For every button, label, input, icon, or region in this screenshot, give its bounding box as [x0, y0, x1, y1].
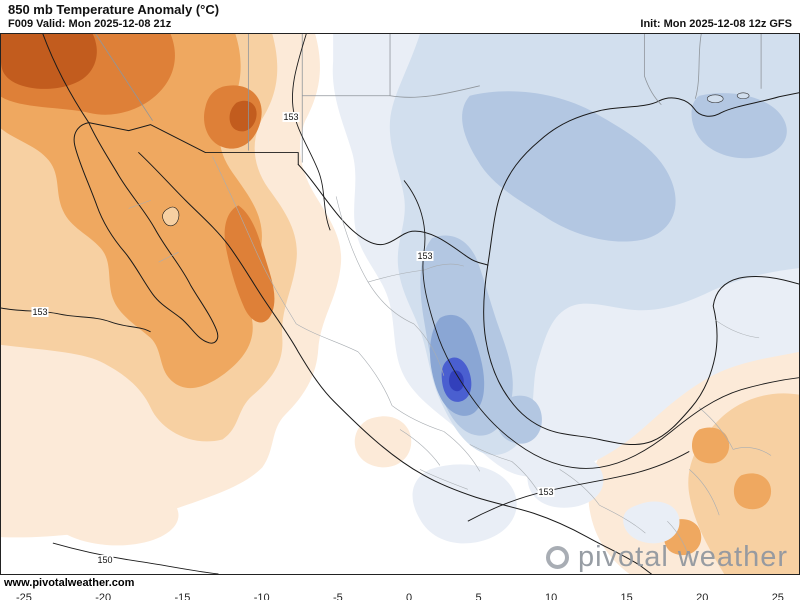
state-border	[715, 319, 760, 339]
warm-streak-sinaloa	[224, 205, 275, 323]
mexico-state-borders	[128, 156, 772, 566]
cool-blob-south-3	[623, 501, 680, 544]
state-border	[694, 34, 702, 99]
credit-url: www.pivotalweather.com	[4, 577, 135, 589]
state-border	[158, 251, 179, 263]
contour-line	[52, 542, 219, 574]
warm-blob-central	[354, 416, 412, 468]
cool-patch-louisiana	[691, 93, 787, 159]
warm-core-patch	[229, 100, 257, 132]
state-border	[733, 447, 772, 456]
colorbar-ticks: -25 -20 -15 -10 -5 0 5 10 15 20 25	[0, 592, 800, 600]
valid-time-label: F009 Valid: Mon 2025-12-08 21z	[8, 18, 172, 30]
lake-pontchartrain	[706, 94, 724, 104]
warm-blob-ocean-2	[40, 475, 179, 546]
watermark-text: pivotal weather	[577, 541, 788, 573]
height-contours	[1, 34, 799, 574]
map-svg	[1, 34, 799, 574]
contour-label: 153	[537, 487, 555, 497]
colorbar-tick: -5	[332, 592, 343, 600]
init-time-label: Init: Mon 2025-12-08 12z GFS	[640, 18, 792, 30]
state-border	[559, 469, 600, 506]
state-border	[469, 444, 512, 462]
state-border	[212, 156, 297, 325]
warm-blob-ocean-1	[9, 390, 139, 468]
warm-blob-yucatan-2	[733, 473, 772, 510]
colorbar-tick: 15	[620, 592, 633, 600]
tiburon-island	[162, 206, 180, 227]
state-border	[296, 323, 359, 353]
colorbar-tick: 10	[544, 592, 558, 600]
colorbar-tick: 25	[771, 592, 784, 600]
state-border	[95, 34, 153, 121]
state-border	[391, 405, 444, 432]
colorbar-tick: 0	[406, 592, 413, 600]
contour-line	[1, 307, 151, 333]
state-border	[419, 469, 468, 490]
map-title: 850 mb Temperature Anomaly (°C)	[8, 2, 220, 17]
state-border	[357, 351, 393, 406]
border-us-mexico-west	[88, 122, 299, 166]
coastline-mexico-pacific	[138, 152, 652, 574]
contour-label: 153	[31, 307, 49, 317]
map-canvas	[0, 33, 800, 575]
cool-anomaly-regions	[332, 34, 799, 544]
state-border	[643, 34, 662, 106]
map-header: 850 mb Temperature Anomaly (°C) F009 Val…	[0, 0, 800, 33]
cool-patch-veracruz	[496, 395, 542, 444]
coastline-baja-peninsula	[73, 122, 219, 344]
coastal-lake	[736, 92, 750, 100]
state-border	[443, 431, 481, 472]
colorbar-tick: -10	[253, 592, 270, 600]
warm-blob-yucatan-1	[692, 427, 730, 464]
contour-label: 153	[416, 251, 434, 261]
cool-core-center	[448, 370, 464, 392]
contour-line	[291, 34, 331, 231]
contour-label: 153	[282, 112, 300, 122]
colorbar-tick: 5	[475, 592, 482, 600]
pivotal-logo-icon	[545, 546, 569, 569]
watermark-logo: pivotal weather	[545, 541, 788, 574]
contour-label: 150	[96, 555, 114, 565]
colorbar-tick: -25	[16, 592, 32, 600]
coastline-mexico-gulf	[483, 264, 799, 446]
cool-blob-south-1	[412, 464, 517, 544]
cool-blob-south-2	[527, 451, 604, 508]
coastlines	[42, 34, 799, 574]
coastline-texas-louisiana	[487, 92, 799, 266]
contour-line	[467, 451, 690, 522]
warm-core-corner	[1, 34, 97, 89]
coastline-california	[42, 34, 90, 124]
state-border	[335, 196, 415, 325]
contour-line	[403, 180, 799, 469]
colorbar-tick: -20	[95, 592, 112, 600]
border-rio-grande	[297, 164, 489, 266]
cool-band-texas-coast	[462, 91, 676, 242]
state-border	[667, 520, 692, 566]
state-border	[367, 269, 424, 283]
state-border	[413, 323, 445, 376]
us-state-borders	[95, 34, 762, 163]
warm-streak-baja	[84, 132, 212, 331]
state-border	[599, 504, 646, 534]
state-border	[389, 85, 480, 98]
state-border	[423, 263, 464, 271]
colorbar-tick: 20	[696, 592, 709, 600]
state-border	[399, 429, 441, 466]
colorbar-tick: -15	[174, 592, 191, 600]
state-border	[689, 469, 720, 516]
state-border	[699, 407, 734, 450]
state-border	[128, 200, 151, 209]
